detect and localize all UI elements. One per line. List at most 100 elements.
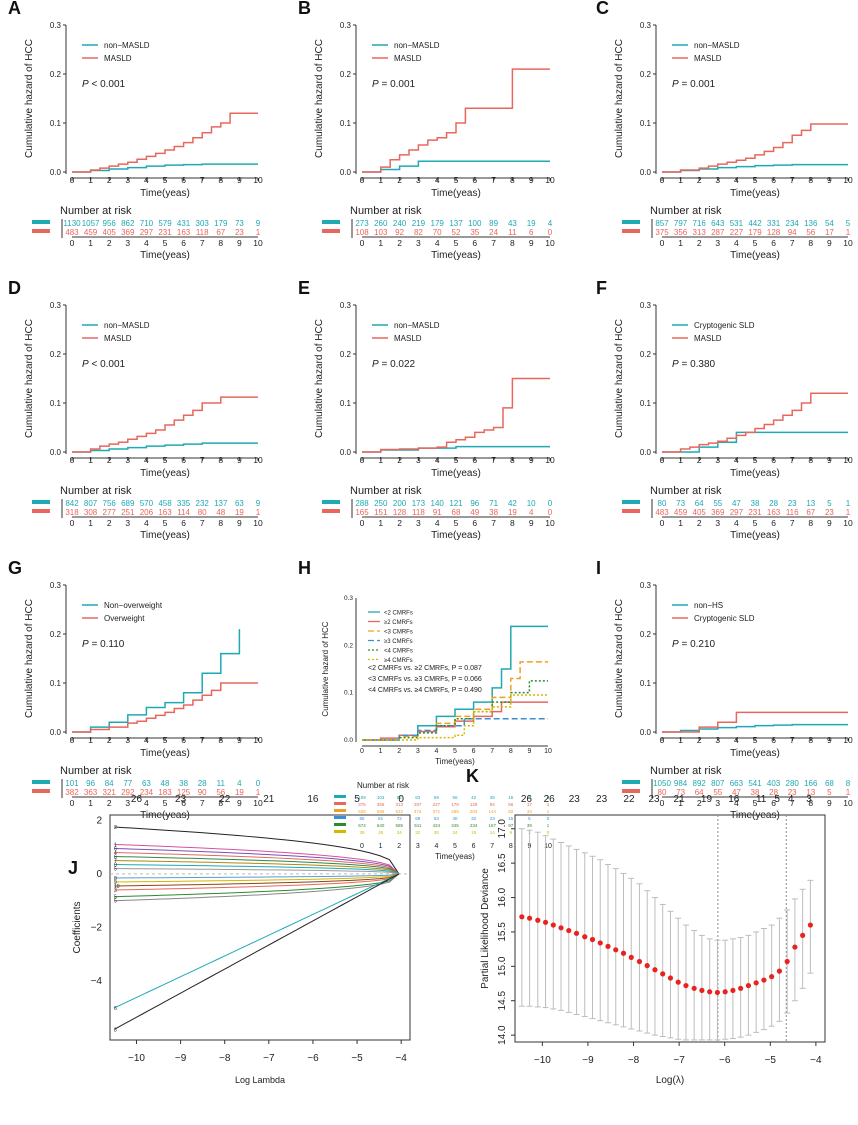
y-tick-label: 0.2: [640, 350, 652, 359]
risk-count: 335: [177, 499, 191, 508]
risk-x-tick-label: 5: [454, 518, 459, 528]
risk-x-tick-label: 1: [88, 238, 93, 248]
risk-x-tick-label: 8: [808, 798, 813, 808]
risk-count: 70: [433, 228, 442, 237]
risk-x-tick-label: 7: [790, 798, 795, 808]
panel-label-e: E: [298, 278, 310, 298]
coefficient-path: [114, 868, 400, 875]
x-tick-label: 2: [697, 735, 702, 745]
risk-x-tick-label: 9: [529, 518, 534, 528]
x-tick-label: −6: [719, 1055, 731, 1066]
y-tick-label: 0.1: [640, 399, 652, 408]
risk-count: 80: [658, 788, 667, 797]
risk-count: 38: [378, 830, 384, 835]
risk-x-tick-label: 0: [70, 238, 75, 248]
top-tick-label: 19: [701, 794, 713, 805]
data-point: [636, 958, 643, 965]
data-point: [714, 989, 721, 996]
risk-count: 251: [121, 508, 135, 517]
y-tick-label: 0.1: [640, 119, 652, 128]
risk-x-tick-label: 2: [107, 238, 112, 248]
x-tick-label: 6: [472, 455, 477, 465]
data-point: [550, 922, 556, 928]
data-point: [691, 985, 697, 991]
risk-count: 280: [786, 779, 800, 788]
x-tick-label: 3: [416, 175, 421, 185]
risk-count: 80: [198, 508, 207, 517]
risk-x-tick-label: 3: [125, 798, 130, 808]
x-tick-label: 9: [237, 175, 242, 185]
data-point: [535, 917, 541, 923]
risk-x-tick-label: 3: [416, 518, 421, 528]
risk-count: 356: [674, 228, 688, 237]
top-tick-label: 23: [175, 794, 187, 805]
y-tick-label: 0.1: [50, 119, 62, 128]
coefficient-path: [114, 826, 400, 875]
risk-x-tick-label: 0: [360, 238, 365, 248]
risk-count: 94: [788, 228, 797, 237]
x-tick-label: 9: [827, 735, 832, 745]
risk-count: 63: [235, 499, 244, 508]
y-tick-label: 17.0: [497, 819, 508, 839]
risk-count: 163: [177, 228, 191, 237]
x-tick-label: 7: [491, 175, 496, 185]
risk-swatch: [334, 802, 346, 805]
risk-count: 114: [177, 508, 190, 517]
risk-count: 483: [65, 228, 79, 237]
x-tick-label: 8: [218, 175, 223, 185]
y-tick-label: 0: [96, 869, 102, 880]
risk-count: 375: [358, 802, 366, 807]
risk-count: 173: [412, 499, 426, 508]
p-value: P < 0.001: [82, 79, 126, 90]
risk-x-tick-label: 10: [843, 238, 853, 248]
path-label: 6: [114, 855, 117, 861]
risk-count: 73: [676, 499, 685, 508]
risk-x-tick-label: 6: [771, 238, 776, 248]
y-tick-label: 0.3: [50, 301, 62, 310]
top-tick-label: 26: [521, 794, 533, 805]
data-point: [652, 967, 658, 973]
risk-count: 1: [846, 228, 851, 237]
legend-label: non−HS: [694, 601, 723, 610]
coefficient-path: [114, 843, 400, 875]
p-value: P = 0.001: [372, 79, 416, 90]
risk-count: 82: [508, 809, 514, 814]
risk-count: 231: [158, 228, 172, 237]
risk-count: 405: [103, 228, 117, 237]
x-tick-label: 1: [678, 455, 683, 465]
x-tick-label: 9: [237, 455, 242, 465]
risk-x-tick-label: 3: [715, 238, 720, 248]
y-tick-label: 0.0: [50, 448, 62, 457]
risk-count: 125: [177, 788, 191, 797]
risk-count: 56: [508, 802, 514, 807]
risk-count: 64: [695, 499, 704, 508]
legend-label: non−MASLD: [694, 41, 740, 50]
risk-x-tick-label: 0: [70, 798, 75, 808]
risk-count: 73: [235, 219, 244, 228]
risk-count: 369: [711, 508, 725, 517]
risk-count: 34: [527, 809, 533, 814]
risk-swatch: [334, 816, 346, 819]
x-tick-label: 1: [678, 735, 683, 745]
risk-count: 23: [788, 499, 797, 508]
legend-label: non−MASLD: [104, 321, 150, 330]
panel-label-g: G: [8, 558, 22, 578]
risk-count: 47: [732, 499, 741, 508]
y-tick-label: 16.5: [497, 853, 508, 873]
risk-x-tick-label: 8: [808, 238, 813, 248]
y-tick-label: 0.2: [50, 630, 62, 639]
x-tick-label: 7: [490, 748, 494, 755]
coefficient-path: [114, 873, 400, 898]
x-tick-label: 5: [753, 455, 758, 465]
risk-x-tick-label: 6: [181, 238, 186, 248]
risk-swatch: [334, 795, 346, 798]
p-value: P = 0.001: [672, 79, 716, 90]
risk-count: 797: [674, 219, 688, 228]
p-value-line: <3 CMRFs vs. ≥3 CMRFs, P = 0.066: [368, 676, 482, 683]
risk-swatch: [334, 823, 346, 826]
risk-count: 96: [470, 499, 479, 508]
x-tick-label: 9: [529, 455, 534, 465]
x-tick-label: −10: [128, 1053, 145, 1064]
risk-swatch: [322, 229, 340, 233]
